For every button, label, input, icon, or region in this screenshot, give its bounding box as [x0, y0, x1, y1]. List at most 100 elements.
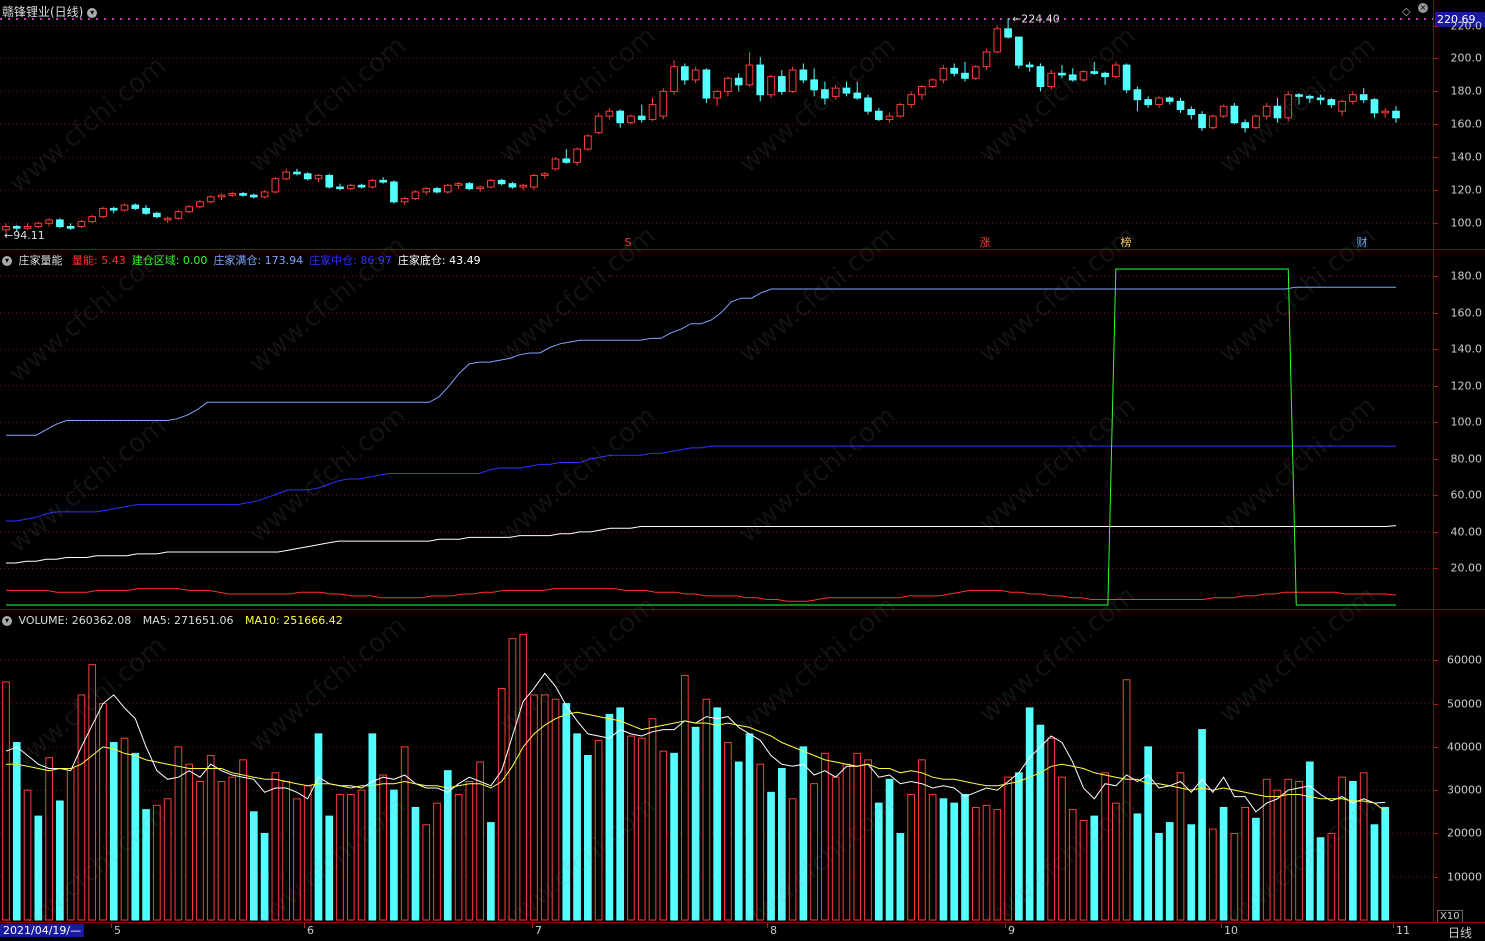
candle-body: [562, 158, 571, 163]
candle-body: [1252, 115, 1260, 129]
volume-bar: [174, 746, 183, 921]
volume-menu-icon[interactable]: ▾: [2, 616, 12, 626]
energy-line: [6, 588, 1397, 602]
axis-tick-mark: [1434, 876, 1438, 878]
volume-bar: [659, 750, 668, 921]
axis-tick-label: 180.0: [1450, 84, 1483, 98]
candle-body: [1112, 64, 1120, 78]
month-tick: [532, 923, 533, 928]
event-marker: S: [625, 236, 632, 249]
indicator-legend-value: 0.00: [179, 254, 208, 267]
last-price-box: 220.69: [1435, 12, 1485, 27]
full-position-line: [6, 286, 1397, 436]
volume-bar: [1122, 679, 1131, 921]
volume-bar: [982, 804, 991, 921]
volume-bar: [1273, 789, 1282, 921]
candle-body: [34, 222, 43, 228]
volume-bar: [627, 735, 635, 921]
axis-tick-mark: [1434, 790, 1438, 792]
candle-body: [120, 204, 129, 211]
close-icon[interactable]: ×: [1418, 3, 1428, 13]
candle-body: [1208, 115, 1217, 129]
volume-bar: [433, 802, 441, 921]
indicator-panel[interactable]: ▾ 庄家量能 量能: 5.43 建仓区域: 0.00 庄家满仓: 173.94 庄家中…: [0, 249, 1433, 610]
candle-body: [1058, 72, 1066, 76]
volume-bar: [799, 746, 808, 921]
volume-bar: [217, 780, 226, 921]
volume-bar: [487, 822, 495, 921]
volume-bar: [1230, 832, 1239, 921]
volume-bar: [702, 698, 711, 921]
candle-body: [971, 66, 980, 79]
volume-bar: [1155, 832, 1163, 921]
volume-bar: [1036, 724, 1045, 921]
candle-body: [896, 104, 905, 117]
indicator-legend-label: 量能:: [72, 254, 98, 267]
volume-bar: [1025, 707, 1034, 921]
volume-bar: [239, 759, 247, 921]
candle-body: [1133, 89, 1142, 101]
candle-body: [551, 158, 560, 170]
candle-body: [346, 184, 355, 190]
candle-body: [637, 115, 646, 120]
indicator-menu-icon[interactable]: ▾: [2, 256, 12, 266]
period-label[interactable]: 日线: [1448, 926, 1473, 940]
indicator-legend-item: 庄家中仓: 86.97: [309, 254, 392, 267]
volume-bar: [1015, 772, 1023, 921]
volume-bar: [519, 633, 528, 921]
volume-bar: [23, 789, 32, 921]
candle-body: [1004, 28, 1012, 38]
volume-bar: [821, 752, 829, 921]
volume-chart[interactable]: [0, 610, 1433, 923]
volume-bar: [853, 752, 862, 921]
volume-bar: [1176, 772, 1185, 921]
candle-body: [45, 219, 53, 224]
volume-legend: ▾ VOLUME: 260362.08 MA5: 271651.06 MA10:…: [2, 614, 343, 627]
axis-tick-label: 60000: [1447, 653, 1482, 667]
candle-body: [1068, 74, 1077, 81]
candle-body: [314, 174, 323, 180]
candle-body: [842, 87, 851, 94]
volume-bar: [788, 798, 797, 921]
candle-body: [1079, 71, 1088, 81]
candle-body: [249, 194, 258, 198]
indicator-chart[interactable]: [0, 250, 1433, 610]
volume-bar: [842, 763, 851, 921]
candle-body: [724, 77, 732, 92]
candle-body: [1392, 110, 1400, 119]
candle-body: [670, 66, 678, 92]
volume-bar: [293, 798, 301, 921]
candle-body: [831, 87, 840, 97]
candle-body: [411, 191, 420, 200]
title-menu-icon[interactable]: ▾: [87, 8, 98, 18]
volume-panel[interactable]: ▾ VOLUME: 260362.08 MA5: 271651.06 MA10:…: [0, 609, 1433, 923]
high-price-label: ←224.40: [1012, 12, 1060, 25]
kline-chart[interactable]: ←224.40 ←94.11 S 涨 榜 财: [0, 0, 1433, 249]
candle-body: [400, 198, 409, 203]
volume-bar: [950, 802, 959, 921]
diamond-icon[interactable]: ◇: [1402, 5, 1411, 18]
axis-tick-mark: [1434, 349, 1438, 351]
candle-body: [88, 216, 97, 223]
candle-body: [627, 115, 635, 124]
candle-body: [777, 76, 786, 92]
volume-bar: [648, 718, 657, 921]
kline-panel[interactable]: 赣锋锂业(日线) ▾ ←224.40 ←94.11 S 涨 榜 财: [0, 0, 1433, 249]
volume-bar: [767, 791, 775, 921]
candle-body: [1305, 95, 1314, 99]
volume-bar: [260, 832, 269, 921]
axis-tick-label: 160.0: [1450, 306, 1483, 320]
volume-bar: [1133, 813, 1142, 921]
axis-tick-mark: [1434, 91, 1438, 93]
candle-body: [713, 90, 722, 99]
event-marker: 涨: [980, 236, 991, 249]
date-axis[interactable]: 2021/04/19/— 日线 5 6 7 8 9 10 11: [0, 922, 1485, 941]
month-tick: [1393, 923, 1394, 928]
indicator-axis: 180.0 160.0 140.0 120.0 100.0 80.00 60.00 40.00…: [1433, 249, 1485, 610]
volume-bar: [12, 742, 21, 921]
candle-body: [659, 90, 668, 117]
volume-bar: [249, 811, 258, 921]
candle-body: [1165, 97, 1174, 102]
candle-body: [260, 191, 269, 198]
axis-tick-label: 180.0: [1450, 269, 1483, 283]
